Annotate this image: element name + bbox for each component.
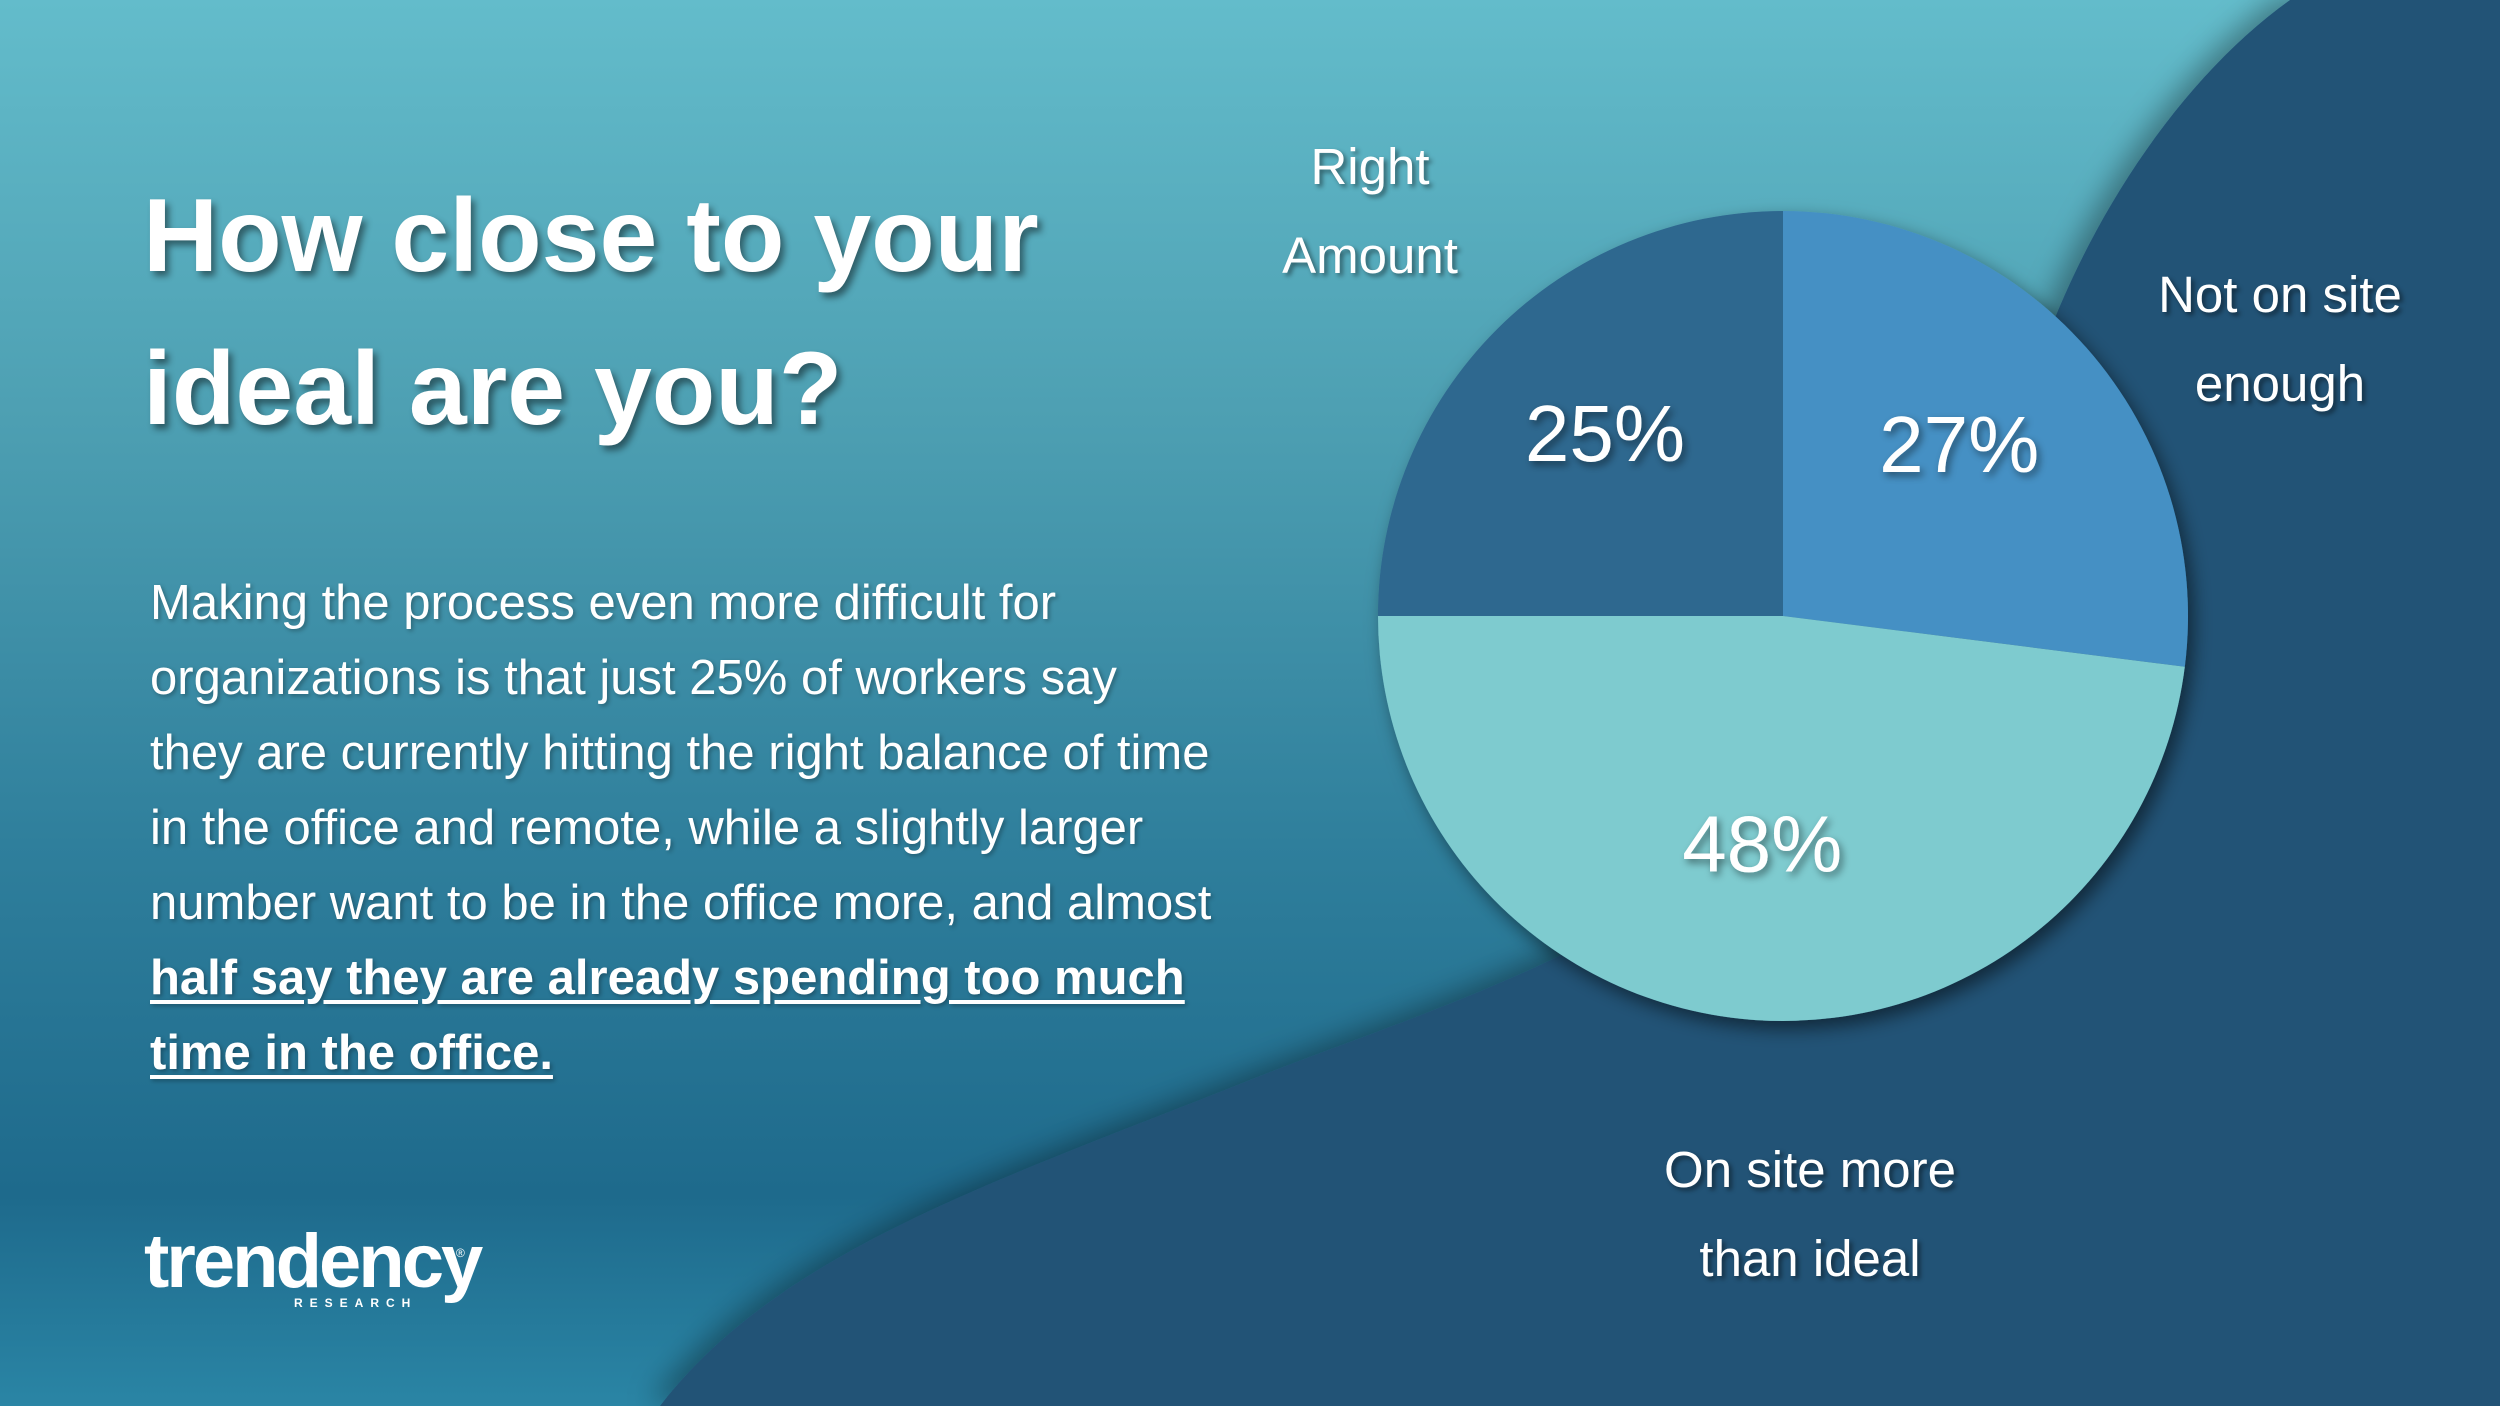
slice-not-on-site-enough: [1783, 211, 2188, 667]
label-on-site-more-than-ideal: On site more than ideal: [1590, 1125, 2030, 1303]
title-line-2: ideal are you?: [143, 331, 843, 447]
body-line: they are currently hitting the right bal…: [150, 726, 1210, 780]
slice-on-site-more-than-ideal: [1378, 616, 2185, 1021]
value-label: 27%: [1879, 400, 2039, 489]
label-right-amount: Right Amount: [1215, 122, 1525, 300]
label-line: enough: [2194, 355, 2366, 412]
logo-subtitle: RESEARCH: [294, 1296, 418, 1310]
label-line: than ideal: [1699, 1230, 1921, 1287]
body-emphasis-line: time in the office.: [150, 1026, 553, 1080]
label-line: On site more: [1664, 1141, 1956, 1198]
trendency-logo: trendency RESEARCH ®: [144, 1219, 483, 1311]
body-line: in the office and remote, while a slight…: [150, 801, 1144, 855]
page-title: How close to your ideal are you?: [143, 160, 1143, 466]
slice-right-amount: [1378, 211, 1783, 616]
label-line: Right: [1310, 138, 1430, 195]
value-label: 48%: [1682, 800, 1842, 889]
body-emphasis-line: half say they are already spending too m…: [150, 951, 1185, 1005]
body-line: organizations is that just 25% of worker…: [150, 651, 1117, 705]
logo-wordmark: trendency: [144, 1219, 483, 1304]
title-line-1: How close to your: [143, 178, 1039, 294]
value-label: 25%: [1525, 389, 1685, 478]
dark-wave-shape: [660, 0, 2500, 1406]
label-line: Amount: [1282, 227, 1458, 284]
body-line: number want to be in the office more, an…: [150, 876, 1212, 930]
body-paragraph: Making the process even more difficult f…: [150, 566, 1295, 1091]
label-not-on-site-enough: Not on site enough: [2100, 250, 2460, 428]
label-line: Not on site: [2158, 266, 2402, 323]
body-line: Making the process even more difficult f…: [150, 576, 1057, 630]
logo-trademark-icon: ®: [456, 1246, 465, 1260]
